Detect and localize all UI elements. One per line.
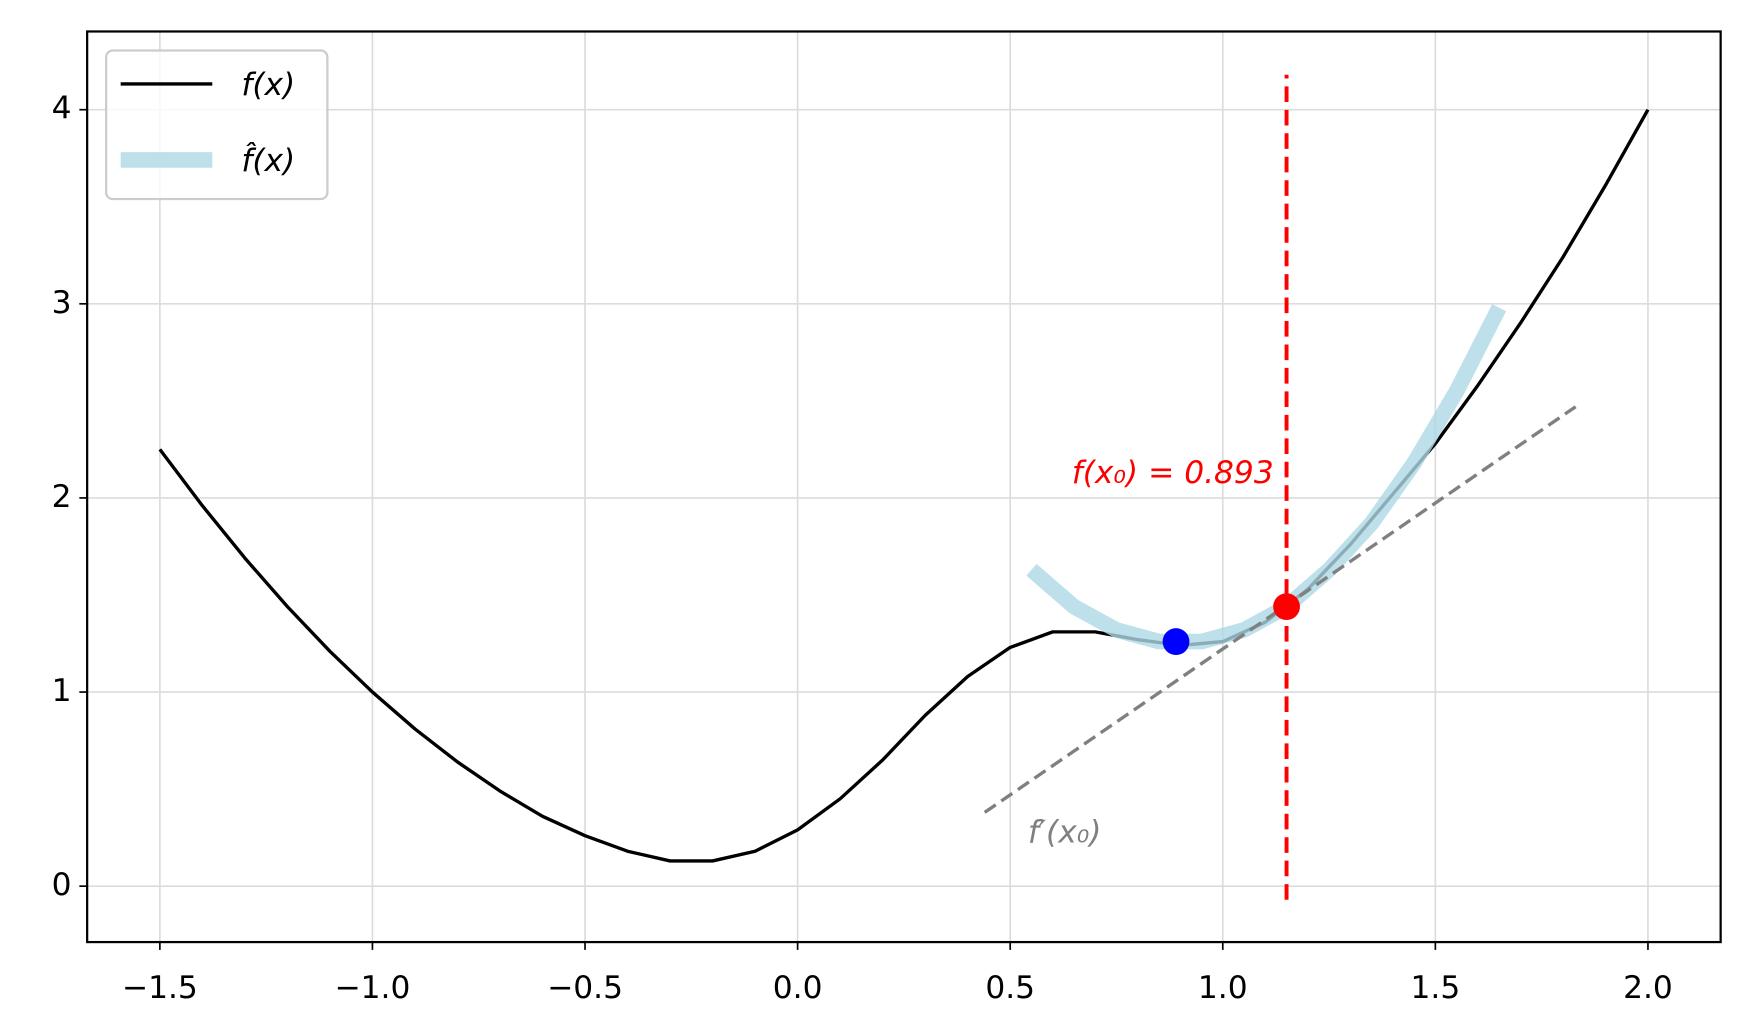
x-tick-label: −0.5: [547, 970, 623, 1006]
legend-label: f(x): [241, 67, 295, 103]
y-tick-label: 3: [52, 285, 72, 321]
legend-label: f̂(x): [241, 141, 295, 179]
annotation: f(x₀) = 0.893: [1072, 455, 1274, 491]
y-tick-label: 4: [52, 91, 72, 127]
point: [1273, 593, 1300, 621]
series-line: [158, 108, 1650, 863]
annotation: f′(x₀): [1028, 815, 1102, 851]
point: [1162, 628, 1190, 655]
plot-frame: [86, 30, 1722, 944]
y-tick-label: 2: [52, 479, 72, 515]
x-tick-label: −1.0: [334, 970, 410, 1006]
x-tick-label: 1.5: [1410, 970, 1460, 1006]
x-tick-label: 0.5: [985, 970, 1035, 1006]
y-tick-label: 1: [52, 673, 72, 709]
y-tick-label: 0: [52, 867, 72, 903]
x-tick-label: 1.0: [1198, 970, 1248, 1006]
series-line: [1026, 304, 1507, 650]
x-tick-label: −1.5: [122, 970, 198, 1006]
x-tick-label: 2.0: [1623, 970, 1673, 1006]
x-tick-label: 0.0: [773, 970, 823, 1006]
